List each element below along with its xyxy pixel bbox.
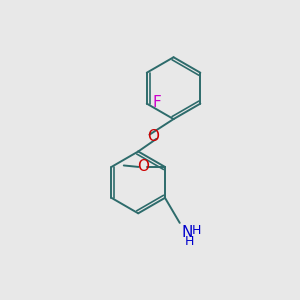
Text: O: O [137, 159, 149, 174]
Text: O: O [147, 129, 159, 144]
Text: N: N [181, 225, 193, 240]
Text: F: F [152, 95, 161, 110]
Text: H: H [192, 224, 201, 237]
Text: H: H [185, 235, 194, 248]
